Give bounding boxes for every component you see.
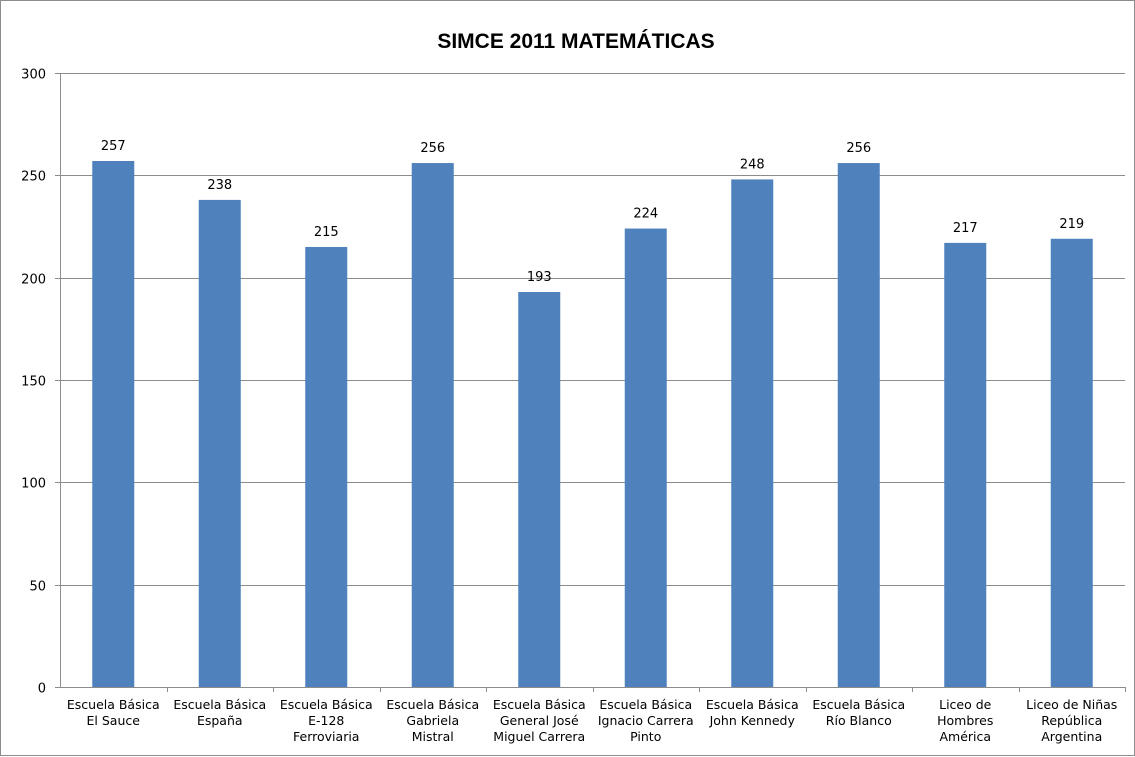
x-tick-label: Escuela Básica John Kennedy — [706, 697, 799, 728]
y-tick-label: 50 — [29, 580, 46, 595]
data-labels: 257 238 215 256 193 224 248 256 217 219 — [101, 139, 1084, 285]
data-label: 193 — [527, 270, 552, 285]
bar — [411, 163, 454, 687]
y-tick-label: 0 — [38, 682, 46, 697]
bar — [1050, 238, 1093, 687]
y-tick-label: 200 — [21, 273, 46, 288]
x-tick-label: Escuela Básica E-128 Ferroviaria — [280, 697, 373, 744]
bar — [518, 291, 561, 687]
bar — [731, 179, 774, 687]
data-label: 224 — [633, 207, 658, 222]
x-tick-label: Escuela Básica Río Blanco — [812, 697, 905, 728]
x-tick-label: Escuela Básica España — [173, 697, 266, 728]
bar — [198, 199, 241, 688]
y-tick-label: 250 — [21, 170, 46, 185]
x-tick-label: Escuela Básica Gabriela Mistral — [386, 697, 479, 744]
bar — [944, 242, 987, 687]
x-tick-label: Escuela Básica Ignacio Carrera Pinto — [598, 697, 694, 744]
chart-title: SIMCE 2011 MATEMÁTICAS — [437, 30, 714, 53]
bar — [92, 161, 135, 688]
y-tick-label: 150 — [21, 375, 46, 390]
x-tick-labels: Escuela Básica El Sauce Escuela Básica Espa… — [67, 697, 1117, 744]
data-label: 248 — [740, 157, 765, 172]
y-tick-label: 100 — [21, 477, 46, 492]
x-tick-label: Escuela Básica General José Miguel Carrera — [493, 697, 586, 744]
data-label: 256 — [846, 141, 871, 156]
bar — [624, 228, 667, 687]
data-label: 257 — [101, 139, 126, 154]
bar — [837, 163, 880, 687]
y-tick-labels: 0 50 100 150 200 250 300 — [21, 68, 46, 697]
data-label: 217 — [953, 221, 978, 236]
x-tick-label: Liceo de Hombres América — [937, 697, 993, 744]
data-label: 215 — [314, 225, 339, 240]
bars — [92, 161, 1093, 688]
data-label: 256 — [420, 141, 445, 156]
data-label: 238 — [207, 178, 232, 193]
x-tick-label: Liceo de Niñas República Argentina — [1026, 697, 1117, 744]
x-tick-label: Escuela Básica El Sauce — [67, 697, 160, 728]
axes — [55, 73, 1126, 692]
bar — [305, 246, 348, 687]
y-tick-label: 300 — [21, 68, 46, 83]
data-label: 219 — [1059, 217, 1084, 232]
